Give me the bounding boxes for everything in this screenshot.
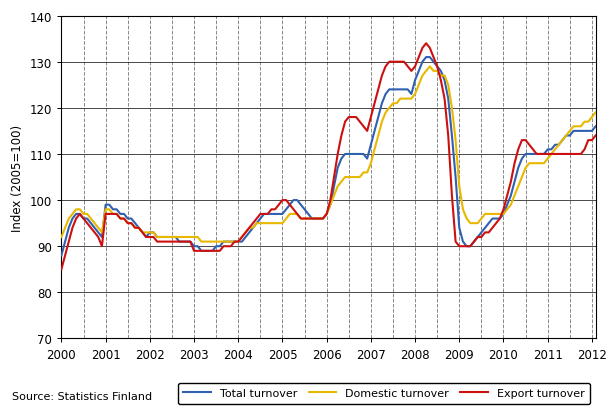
Legend: Total turnover, Domestic turnover, Export turnover: Total turnover, Domestic turnover, Expor… xyxy=(178,383,590,404)
Total turnover xyxy=(209,249,216,254)
Total turnover xyxy=(187,240,194,244)
Line: Domestic turnover: Domestic turnover xyxy=(61,67,596,242)
Export turnover xyxy=(187,240,194,244)
Export turnover xyxy=(371,102,378,107)
Y-axis label: Index (2005=100): Index (2005=100) xyxy=(12,124,25,231)
Domestic turnover xyxy=(592,111,599,116)
Domestic turnover xyxy=(426,65,433,70)
Export turnover xyxy=(209,249,216,254)
Total turnover xyxy=(422,55,430,60)
Domestic turnover xyxy=(375,134,382,139)
Domestic turnover xyxy=(330,194,338,199)
Text: Source: Statistics Finland: Source: Statistics Finland xyxy=(12,391,152,401)
Domestic turnover xyxy=(58,235,65,240)
Export turnover xyxy=(592,134,599,139)
Total turnover xyxy=(58,253,65,258)
Domestic turnover xyxy=(120,216,128,221)
Total turnover xyxy=(371,129,378,134)
Export turnover xyxy=(190,249,198,254)
Domestic turnover xyxy=(187,235,194,240)
Domestic turnover xyxy=(198,240,205,244)
Export turnover xyxy=(327,198,334,203)
Export turnover xyxy=(58,267,65,272)
Total turnover xyxy=(592,124,599,129)
Domestic turnover xyxy=(212,240,220,244)
Line: Export turnover: Export turnover xyxy=(61,44,596,270)
Export turnover xyxy=(120,216,128,221)
Total turnover xyxy=(190,244,198,249)
Export turnover xyxy=(422,42,430,47)
Line: Total turnover: Total turnover xyxy=(61,58,596,256)
Total turnover xyxy=(327,203,334,208)
Domestic turnover xyxy=(190,235,198,240)
Total turnover xyxy=(120,212,128,217)
